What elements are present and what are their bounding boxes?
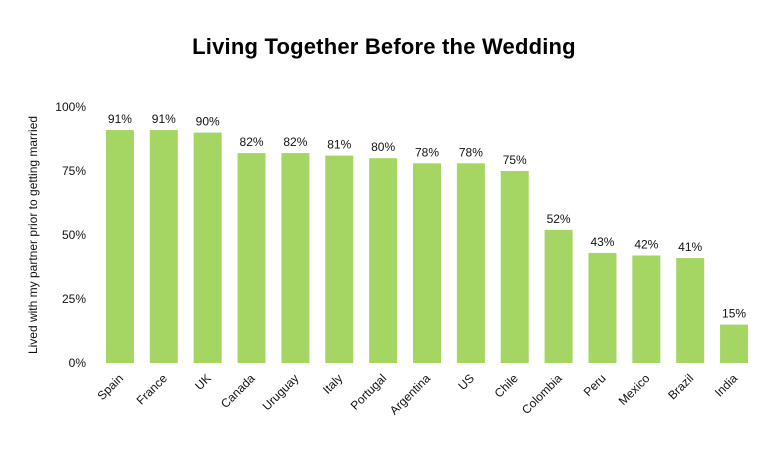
x-tick-label-france: France — [134, 371, 171, 408]
bar-canada — [237, 153, 266, 363]
x-tick-label-portugal: Portugal — [348, 371, 390, 413]
x-tick-label-peru: Peru — [581, 371, 609, 399]
x-tick-label-spain: Spain — [94, 371, 126, 403]
data-label-argentina: 78% — [415, 145, 439, 159]
data-label-colombia: 52% — [547, 212, 571, 226]
x-tick-label-uk: UK — [192, 371, 214, 393]
bar-uruguay — [281, 153, 310, 363]
x-tick-label-mexico: Mexico — [616, 371, 653, 408]
data-label-canada: 82% — [240, 135, 264, 149]
chart-title: Living Together Before the Wedding — [192, 34, 576, 59]
x-tick-label-canada: Canada — [218, 371, 258, 411]
y-tick-label: 100% — [55, 100, 86, 114]
x-tick-label-brazil: Brazil — [665, 371, 696, 402]
y-axis-label: Lived with my partner prior to getting m… — [26, 116, 40, 354]
x-tick-label-us: US — [455, 371, 477, 393]
y-axis-label-group: Lived with my partner prior to getting m… — [26, 116, 40, 354]
y-tick-labels: 0% 25% 50% 75% 100% — [55, 100, 86, 370]
bar-mexico — [632, 255, 661, 363]
x-tick-label-italy: Italy — [320, 371, 345, 396]
data-label-italy: 81% — [327, 138, 351, 152]
data-label-france: 91% — [152, 112, 176, 126]
data-label-uk: 90% — [196, 115, 220, 129]
y-tick-label: 50% — [62, 228, 86, 242]
x-tick-label-argentina: Argentina — [387, 371, 433, 417]
bar-uk — [193, 132, 222, 363]
data-label-spain: 91% — [108, 112, 132, 126]
data-labels: 91% 91% 90% 82% 82% 81% 80% 78% 78% 75% 52% 43% 42% 4… — [108, 112, 746, 321]
x-tick-label-colombia: Colombia — [519, 371, 565, 417]
bar-colombia — [544, 229, 573, 363]
bar-france — [149, 130, 178, 363]
bar-spain — [105, 130, 134, 363]
x-tick-label-uruguay: Uruguay — [260, 371, 302, 413]
bars — [105, 130, 749, 363]
y-tick-label: 0% — [69, 356, 87, 370]
x-tick-label-chile: Chile — [492, 371, 521, 400]
data-label-uruguay: 82% — [283, 135, 307, 149]
bar-brazil — [676, 258, 705, 363]
data-label-chile: 75% — [503, 153, 527, 167]
y-tick-label: 25% — [62, 292, 86, 306]
data-label-mexico: 42% — [634, 237, 658, 251]
y-tick-label: 75% — [62, 164, 86, 178]
data-label-brazil: 41% — [678, 240, 702, 254]
data-label-india: 15% — [722, 307, 746, 321]
bar-chile — [500, 171, 529, 363]
data-label-us: 78% — [459, 145, 483, 159]
bar-us — [456, 163, 485, 363]
x-tick-labels: Spain France UK Canada Uruguay Italy PortugalA… — [94, 371, 740, 417]
bar-italy — [325, 155, 354, 363]
x-tick-label-india: India — [712, 371, 741, 400]
bar-india — [720, 324, 749, 363]
bar-argentina — [413, 163, 441, 363]
data-label-peru: 43% — [590, 235, 614, 249]
bar-portugal — [369, 158, 398, 363]
bar-peru — [588, 252, 617, 363]
data-label-portugal: 80% — [371, 140, 395, 154]
